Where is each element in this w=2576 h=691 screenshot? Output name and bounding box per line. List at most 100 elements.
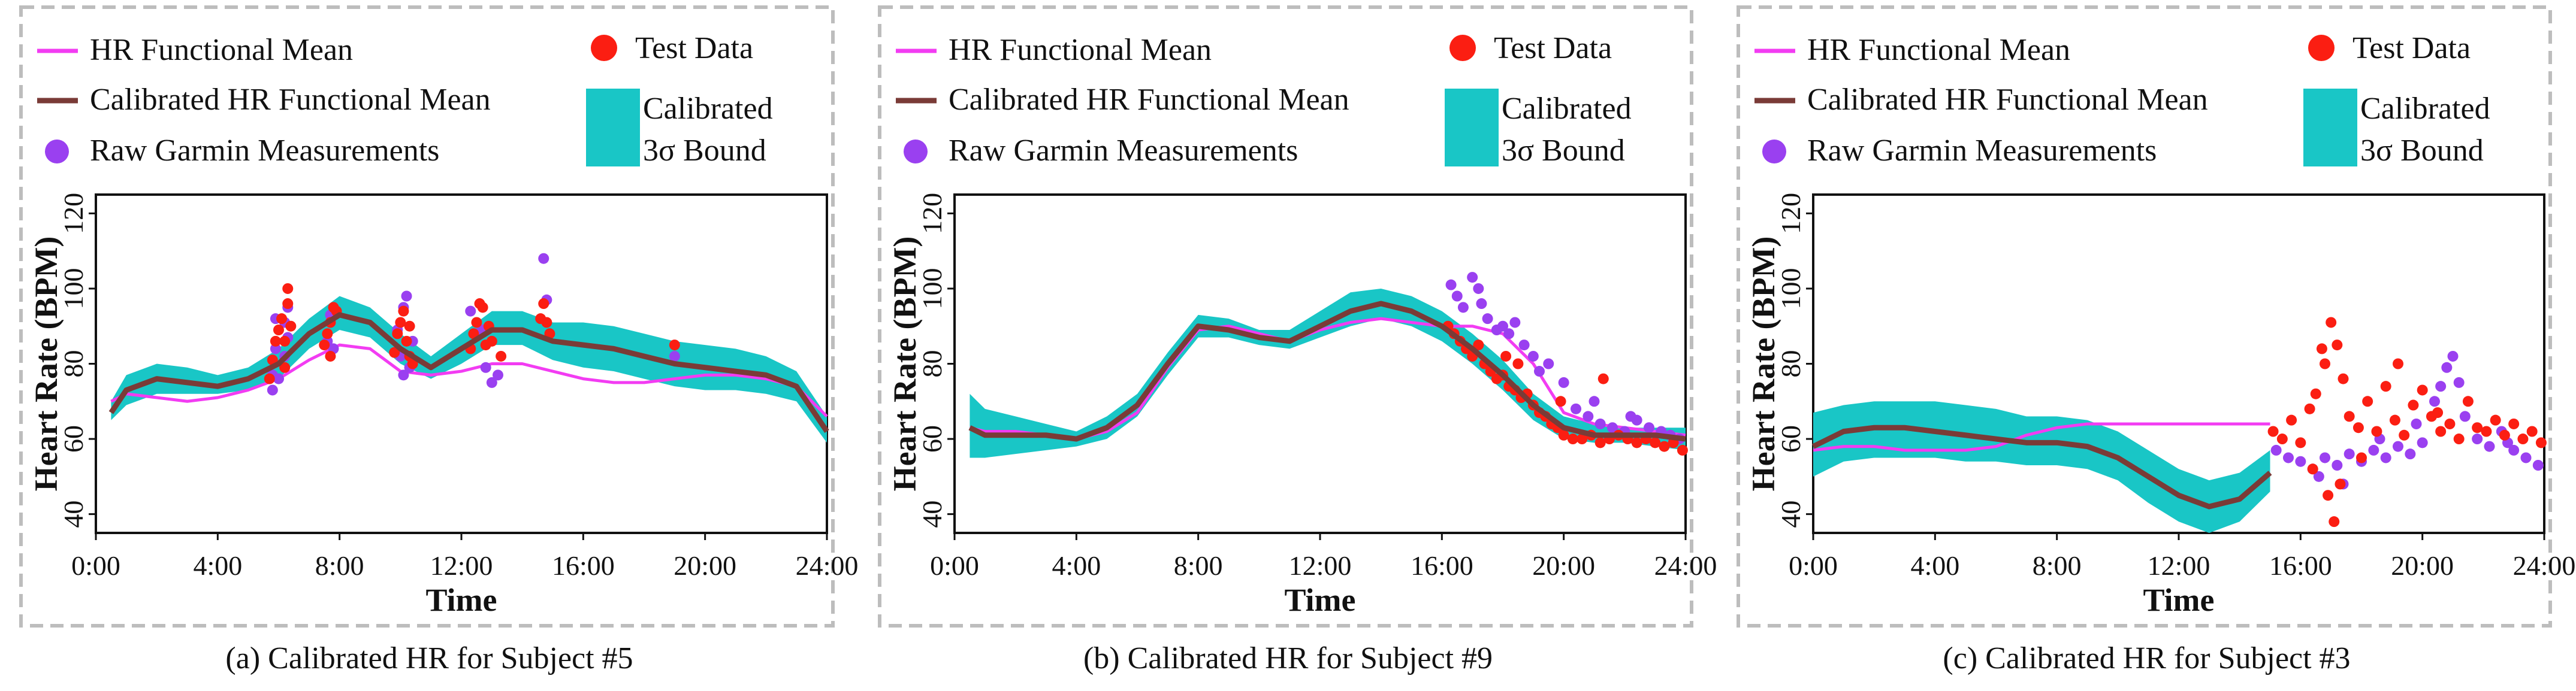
y-tick-label: 80 xyxy=(58,350,89,378)
y-tick-label: 100 xyxy=(58,268,89,309)
test-data-point xyxy=(1650,437,1661,448)
calibrated-hr-mean-line xyxy=(1812,425,2272,510)
x-tick-label: 20:00 xyxy=(674,550,736,581)
test-data-point xyxy=(2338,373,2349,384)
raw-garmin-point xyxy=(1451,290,1463,302)
test-data-point xyxy=(404,320,415,332)
test-data-point xyxy=(276,313,288,325)
raw-garmin-point xyxy=(1476,298,1487,310)
raw-garmin-point xyxy=(2313,471,2324,482)
test-data-point xyxy=(1659,441,1670,452)
legend-label-test: Test Data xyxy=(635,31,753,65)
test-data-point xyxy=(2393,358,2403,369)
raw-garmin-point xyxy=(273,373,284,384)
raw-garmin-point xyxy=(2295,456,2306,467)
x-axis-title: Time xyxy=(426,582,497,618)
x-tick-label: 4:00 xyxy=(193,550,242,581)
test-data-point xyxy=(325,350,336,362)
y-tick-label: 100 xyxy=(917,268,947,309)
test-data-point xyxy=(2417,384,2428,396)
raw-garmin-point xyxy=(2429,396,2440,407)
chart-svg-b: HR Functional Mean Calibrated HR Function… xyxy=(878,5,1717,628)
raw-garmin-point xyxy=(2332,460,2343,471)
test-data-point xyxy=(2380,381,2391,392)
y-tick-label: 120 xyxy=(1775,193,1806,234)
y-axis-title: Heart Rate (BPM) xyxy=(887,237,923,492)
test-data-point xyxy=(2481,426,2492,437)
x-tick-label: 0:00 xyxy=(1789,550,1838,581)
test-data-point xyxy=(2316,343,2327,354)
y-tick-label: 120 xyxy=(917,193,947,234)
test-data-point xyxy=(2371,426,2382,437)
test-data-point xyxy=(2332,340,2343,351)
chart-caption-b: (b) Calibrated HR for Subject #9 xyxy=(1083,641,1493,675)
test-data-point xyxy=(1500,350,1512,362)
y-tick-label: 40 xyxy=(58,501,89,528)
hr-functional-mean-line xyxy=(110,343,828,418)
test-data-point xyxy=(1677,444,1688,456)
x-axis-title: Time xyxy=(1285,582,1356,618)
test-data-point xyxy=(395,317,406,328)
raw-garmin-point xyxy=(669,350,680,362)
raw-garmin-point xyxy=(1589,396,1600,407)
y-tick-label: 60 xyxy=(917,425,947,453)
raw-garmin-point xyxy=(1644,422,1654,434)
test-data-point xyxy=(279,335,291,347)
raw-garmin-point xyxy=(2520,452,2532,463)
legend-swatch-test xyxy=(2308,35,2335,61)
y-axis-title: Heart Rate (BPM) xyxy=(28,237,64,492)
x-tick-label: 24:00 xyxy=(1654,550,1717,581)
test-data-point xyxy=(2453,434,2465,445)
x-tick-label: 16:00 xyxy=(2269,550,2332,581)
test-data-point xyxy=(322,328,333,340)
test-data-point xyxy=(2329,516,2340,528)
raw-garmin-point xyxy=(2417,437,2428,448)
raw-garmin-point xyxy=(2441,362,2453,373)
raw-garmin-point xyxy=(1445,279,1457,290)
y-tick-label: 60 xyxy=(58,425,89,453)
raw-garmin-point xyxy=(1467,272,1478,283)
raw-garmin-point xyxy=(2405,448,2416,460)
raw-garmin-point xyxy=(2393,441,2403,452)
raw-garmin-point xyxy=(1497,320,1508,332)
raw-garmin-point xyxy=(2283,452,2294,463)
chart-svg-a: HR Functional Mean Calibrated HR Function… xyxy=(19,5,858,628)
legend-swatch-raw xyxy=(1762,140,1786,163)
test-data-point xyxy=(2335,478,2346,490)
raw-garmin-point xyxy=(1558,377,1569,388)
legend-label-bound-1: Calibrated xyxy=(643,92,773,126)
test-data-point xyxy=(471,317,482,328)
x-tick-label: 0:00 xyxy=(71,550,120,581)
hr-functional-mean-line xyxy=(1813,422,2270,452)
test-data-point xyxy=(2499,429,2510,441)
x-tick-label: 8:00 xyxy=(1174,550,1223,581)
y-tick-label: 80 xyxy=(1775,350,1806,378)
x-tick-label: 4:00 xyxy=(1052,550,1101,581)
test-data-point xyxy=(2490,414,2501,426)
x-tick-label: 24:00 xyxy=(2513,550,2576,581)
x-tick-label: 8:00 xyxy=(2033,550,2082,581)
x-axis-title: Time xyxy=(2143,582,2215,618)
test-data-point xyxy=(2286,414,2297,426)
raw-garmin-point xyxy=(486,377,497,388)
raw-garmin-point xyxy=(493,369,503,381)
raw-garmin-point xyxy=(1583,411,1594,422)
raw-garmin-point xyxy=(1543,358,1554,369)
legend-label-bound-1: Calibrated xyxy=(2360,92,2490,126)
raw-garmin-point xyxy=(538,253,549,264)
test-data-point xyxy=(1512,358,1524,369)
raw-garmin-point xyxy=(398,369,409,381)
chart-caption-a: (a) Calibrated HR for Subject #5 xyxy=(225,641,633,675)
raw-garmin-point xyxy=(2320,452,2330,463)
test-data-point xyxy=(2408,399,2419,411)
y-tick-label: 120 xyxy=(58,193,89,234)
test-data-point xyxy=(2399,429,2410,441)
raw-garmin-point xyxy=(1625,411,1636,422)
legend-label-bound-2: 3σ Bound xyxy=(643,134,766,168)
x-tick-label: 16:00 xyxy=(1411,550,1473,581)
test-data-point xyxy=(282,283,294,294)
legend-label-cal-mean: Calibrated HR Functional Mean xyxy=(90,83,491,117)
test-data-point xyxy=(1594,437,1606,448)
test-data-point xyxy=(2307,463,2318,475)
test-data-point xyxy=(389,347,400,358)
